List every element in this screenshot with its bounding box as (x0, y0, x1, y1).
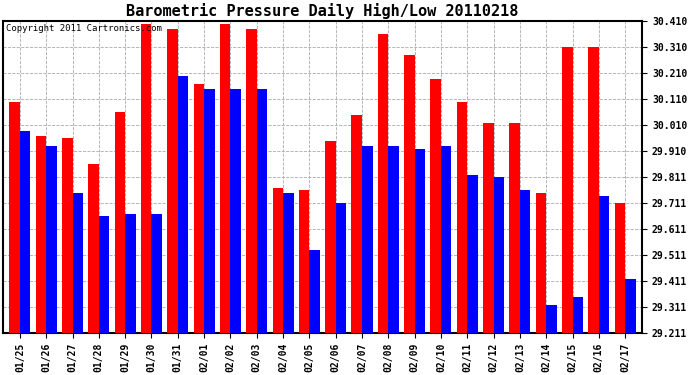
Bar (283, 193, 293, 333)
Bar (125, 214, 136, 333)
Bar (535, 193, 546, 333)
Bar (20, 130, 30, 333)
Bar (72, 193, 83, 333)
Bar (167, 29, 178, 333)
Bar (220, 24, 230, 333)
Bar (457, 102, 467, 333)
Bar (99, 216, 109, 333)
Bar (362, 146, 373, 333)
Bar (141, 24, 152, 333)
Bar (599, 195, 609, 333)
Bar (88, 164, 99, 333)
Bar (546, 305, 557, 333)
Bar (351, 115, 362, 333)
Bar (62, 138, 72, 333)
Bar (493, 177, 504, 333)
Bar (194, 84, 204, 333)
Bar (589, 47, 599, 333)
Bar (46, 146, 57, 333)
Bar (325, 141, 335, 333)
Bar (483, 123, 493, 333)
Bar (36, 136, 46, 333)
Bar (299, 190, 309, 333)
Bar (615, 203, 625, 333)
Bar (415, 149, 425, 333)
Bar (309, 250, 320, 333)
Bar (404, 55, 415, 333)
Bar (115, 112, 125, 333)
Bar (257, 89, 267, 333)
Bar (467, 175, 477, 333)
Bar (335, 203, 346, 333)
Bar (378, 34, 388, 333)
Bar (625, 279, 635, 333)
Bar (204, 89, 215, 333)
Text: Copyright 2011 Cartronics.com: Copyright 2011 Cartronics.com (6, 24, 162, 33)
Bar (178, 76, 188, 333)
Bar (246, 29, 257, 333)
Bar (573, 297, 583, 333)
Bar (441, 146, 451, 333)
Bar (520, 190, 531, 333)
Bar (273, 188, 283, 333)
Bar (562, 47, 573, 333)
Bar (388, 146, 399, 333)
Bar (10, 102, 20, 333)
Bar (152, 214, 162, 333)
Title: Barometric Pressure Daily High/Low 20110218: Barometric Pressure Daily High/Low 20110… (126, 3, 519, 19)
Bar (230, 89, 241, 333)
Bar (509, 123, 520, 333)
Bar (431, 78, 441, 333)
